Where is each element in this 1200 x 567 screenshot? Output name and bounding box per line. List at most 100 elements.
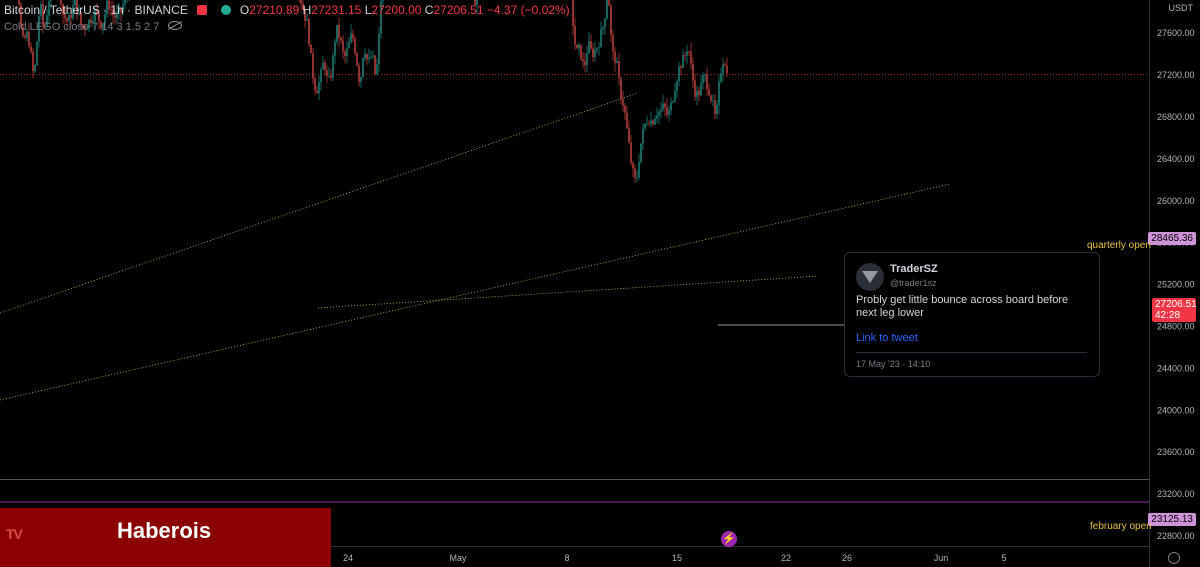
currency-label[interactable]: USDT <box>1168 3 1194 13</box>
candle <box>116 12 118 18</box>
candle <box>104 14 106 24</box>
candle <box>92 21 94 24</box>
candle <box>30 46 32 52</box>
candle <box>700 83 702 96</box>
candle <box>98 13 100 22</box>
candle <box>622 99 624 106</box>
candle <box>28 31 30 47</box>
candle <box>118 8 120 13</box>
x-tick-label: 8 <box>564 553 569 563</box>
y-tick-label: 26800.00 <box>1157 112 1195 122</box>
candle <box>716 105 718 114</box>
gear-icon[interactable] <box>1168 552 1180 564</box>
candle <box>48 1 50 16</box>
candle <box>658 111 660 116</box>
candle <box>696 91 698 97</box>
candle <box>360 77 362 82</box>
candle <box>656 115 658 119</box>
y-tick-label: 24400.00 <box>1157 363 1195 373</box>
ohlc-values: O27210.89 H27231.15 L27200.00 C27206.51 … <box>239 3 570 17</box>
candle <box>366 54 368 60</box>
candle <box>338 24 340 39</box>
candle <box>46 15 48 27</box>
candle <box>708 89 710 96</box>
candle <box>592 48 594 58</box>
candle <box>604 18 606 28</box>
candle <box>42 3 44 26</box>
candle <box>682 55 684 68</box>
candle <box>688 51 690 53</box>
candle <box>612 34 614 52</box>
flag-icon[interactable] <box>197 5 208 15</box>
current-price: 27206.51 <box>1155 299 1197 310</box>
tweet-author-name: TraderSZ <box>890 263 938 275</box>
candle <box>358 65 360 82</box>
market-status-icon <box>220 5 231 15</box>
candle <box>82 24 84 28</box>
candle <box>108 0 110 10</box>
candle <box>320 69 322 83</box>
candle <box>94 9 96 22</box>
candle <box>650 120 652 125</box>
candle <box>720 73 722 82</box>
current-price-tag: 27206.51 42:28 <box>1152 298 1197 322</box>
candle <box>600 29 602 48</box>
candle <box>76 0 78 15</box>
candles-group <box>18 0 728 183</box>
candle <box>84 27 86 29</box>
candle <box>62 4 64 15</box>
quarterly-open-label: quarterly open <box>1087 240 1151 251</box>
candle <box>330 75 332 78</box>
candle <box>378 33 380 65</box>
x-tick-label: May <box>449 553 467 563</box>
y-tick-label: 22800.00 <box>1157 531 1195 541</box>
candle <box>628 128 630 143</box>
candle <box>372 55 374 57</box>
candle <box>626 112 628 129</box>
x-tick-label: Jun <box>934 553 949 563</box>
candle <box>38 16 40 42</box>
candle <box>24 35 26 38</box>
lightning-icon[interactable]: ⚡ <box>721 531 737 547</box>
y-tick-label: 23600.00 <box>1157 447 1195 457</box>
candle <box>596 48 598 50</box>
y-tick-label: 26000.00 <box>1157 196 1195 206</box>
y-tick-label: 27600.00 <box>1157 28 1195 38</box>
candle <box>300 0 302 4</box>
candle <box>642 128 644 144</box>
candle <box>646 123 648 125</box>
candle <box>328 75 330 77</box>
candle <box>638 162 640 178</box>
candle <box>68 14 70 22</box>
candle <box>692 63 694 81</box>
bar-countdown: 42:28 <box>1155 310 1181 321</box>
candle <box>112 9 114 16</box>
symbol-title[interactable]: Bitcoin / TetherUS · 1h · BINANCE <box>4 3 188 17</box>
tweet-link[interactable]: Link to tweet <box>856 332 918 344</box>
candle <box>332 55 334 78</box>
candle <box>698 91 700 96</box>
candle <box>44 25 46 27</box>
indicator-legend[interactable]: Cold LEGO close 7 14 3 1.5 2 7 <box>4 21 183 33</box>
candle <box>90 19 92 24</box>
indicator-label: Cold LEGO close 7 14 3 1.5 2 7 <box>4 21 160 33</box>
tweet-author-handle: @trader1sz <box>890 278 937 288</box>
eye-hidden-icon[interactable] <box>168 21 183 30</box>
tradingview-logo-icon: TV <box>6 526 23 542</box>
candle <box>710 95 712 101</box>
candle <box>674 91 676 102</box>
candle <box>50 0 52 2</box>
candle <box>306 19 308 21</box>
candle <box>364 54 366 59</box>
x-tick-label: 22 <box>781 553 791 563</box>
candle <box>26 31 28 38</box>
candle <box>662 103 664 110</box>
candle <box>634 168 636 178</box>
tweet-card[interactable]: TraderSZ @trader1sz Probly get little bo… <box>844 252 1100 377</box>
candle <box>122 4 124 13</box>
candle <box>718 81 720 106</box>
candle <box>324 62 326 71</box>
candle <box>686 51 688 56</box>
candle <box>336 24 338 42</box>
